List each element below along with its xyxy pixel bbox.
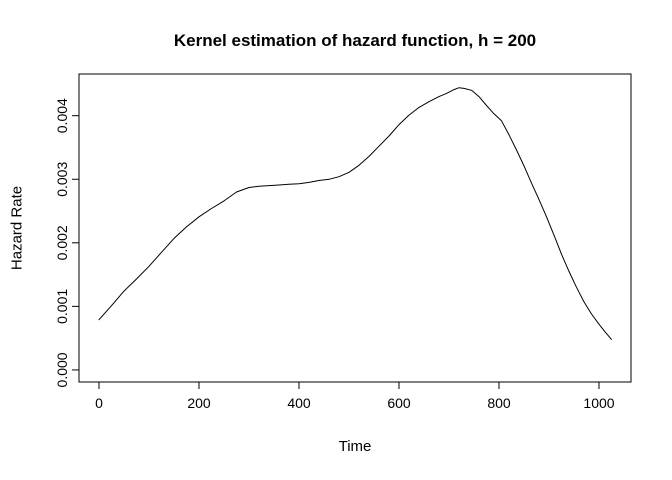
x-axis-tick-label: 200 — [187, 395, 211, 411]
chart-title: Kernel estimation of hazard function, h … — [173, 31, 537, 50]
x-axis-tick-label: 0 — [95, 395, 103, 411]
y-axis-tick-label: 0.004 — [54, 98, 70, 133]
y-axis-tick-label: 0.003 — [54, 162, 70, 197]
plot-box-border — [78, 73, 632, 383]
x-axis-tick-label: 800 — [487, 395, 511, 411]
hazard-estimate-curve — [98, 87, 612, 340]
x-axis-tick-label: 1000 — [583, 395, 614, 411]
y-axis-tick-label: 0.000 — [54, 352, 70, 387]
y-axis-label: Hazard Rate — [8, 185, 26, 271]
x-axis-label: Time — [338, 438, 372, 455]
y-axis-tick-label: 0.002 — [54, 225, 70, 260]
x-axis-tick-label: 400 — [287, 395, 311, 411]
y-axis-tick-label: 0.001 — [54, 289, 70, 324]
x-axis-tick-label: 600 — [387, 395, 411, 411]
